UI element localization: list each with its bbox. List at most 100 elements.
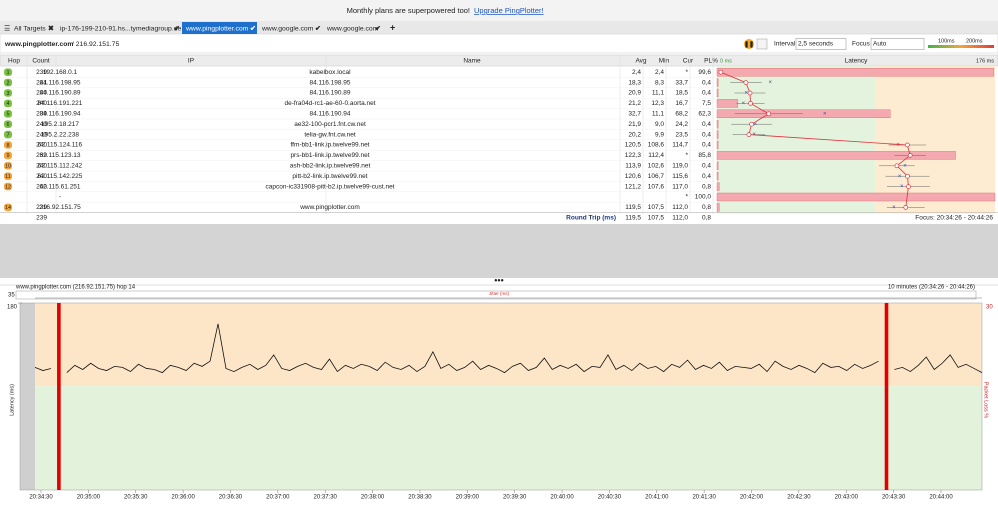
latency-current: × — [742, 101, 746, 107]
upgrade-link[interactable]: Upgrade PingPlotter! — [474, 6, 544, 15]
hop-number: 12 — [5, 184, 11, 190]
packet-loss-bar — [716, 161, 719, 171]
tab-add[interactable]: + — [390, 22, 395, 32]
cell-cur: * — [685, 152, 688, 159]
tab-check[interactable]: ✔ — [250, 25, 256, 32]
packet-loss-marker — [57, 303, 61, 490]
focus-select[interactable] — [870, 38, 925, 50]
cell-ip: 195.2.18.217 — [41, 121, 79, 128]
hop-badge — [4, 182, 12, 191]
tab-check[interactable]: ✔ — [174, 25, 180, 32]
cell-ip: 62.115.124.116 — [38, 142, 83, 149]
latency-current: × — [900, 184, 904, 190]
cell-avg: 21,2 — [628, 100, 641, 107]
cell-cur: 33,7 — [675, 79, 688, 86]
cell-ip: 62.115.112.242 — [38, 163, 83, 170]
tab-label[interactable]: www.google.com — [326, 25, 379, 32]
cell-min: 8,3 — [655, 79, 664, 86]
splitter[interactable]: ••• — [494, 275, 503, 285]
x-tick-label: 20:41:00 — [645, 495, 669, 501]
cell-name: de-fra04d-rc1-ae-60-0.aorta.net — [284, 100, 375, 107]
packet-loss-bar — [716, 203, 720, 212]
hop-number: 14 — [5, 205, 11, 211]
tab-label[interactable]: www.google.com — [261, 25, 314, 32]
tab-label[interactable]: www.pingplotter.com — [185, 25, 249, 32]
tab-label[interactable]: ip-176-199-210-91.hs...tymediagroup.de — [60, 25, 182, 32]
cell-count: 239 — [36, 111, 47, 118]
cell-avg: 18,3 — [628, 79, 641, 86]
x-tick-label: 20:36:00 — [171, 495, 195, 501]
column-header: Min — [659, 58, 670, 65]
cell-min: 11,1 — [652, 111, 665, 118]
cell-cur: 68,2 — [675, 111, 688, 118]
tab-label[interactable]: All Targets — [14, 25, 46, 32]
tab-check[interactable]: ✔ — [375, 25, 381, 32]
latency-legend-label: 100ms — [938, 38, 955, 44]
cell-ip: 216.92.151.75 — [39, 204, 81, 211]
tab-active[interactable] — [182, 22, 257, 34]
cell-ip: 195.2.22.238 — [41, 131, 79, 138]
column-header: Avg — [635, 58, 646, 65]
zone-good — [35, 386, 982, 490]
hop-badge — [4, 172, 12, 180]
hop-number: 1 — [6, 70, 9, 76]
footer-count: 239 — [36, 214, 47, 221]
cell-cur: * — [685, 194, 688, 201]
x-tick-label: 20:38:30 — [408, 495, 432, 501]
cell-avg: 113,9 — [625, 163, 641, 170]
latency-current: × — [768, 80, 772, 86]
latency-line — [66, 323, 879, 374]
cell-count: 240 — [36, 163, 47, 170]
x-tick-label: 20:40:30 — [598, 495, 622, 501]
cell-avg: 120,5 — [625, 142, 642, 149]
cell-min: 107,6 — [648, 183, 665, 190]
cell-min: 12,3 — [651, 100, 664, 107]
interval-select[interactable] — [795, 38, 847, 50]
footer-focus: Focus: 20:34:26 - 20:44:26 — [915, 214, 993, 221]
cell-avg: 121,2 — [625, 183, 642, 190]
cell-pl: 0,4 — [702, 79, 711, 86]
hop-number: 11 — [5, 174, 11, 180]
latency-avg-point — [743, 80, 749, 85]
packet-loss-bar — [716, 67, 995, 77]
cell-name: 84.116.190.89 — [309, 90, 350, 97]
cell-ip: 84.116.190.94 — [39, 111, 80, 118]
target-name: www.pingplotter.com — [4, 41, 73, 48]
chart-title: www.pingplotter.com (216.92.151.75) hop … — [15, 285, 136, 291]
hop-badge — [4, 110, 12, 118]
cell-avg: 20,9 — [628, 90, 641, 97]
cell-min: 107,5 — [648, 204, 665, 211]
hop-badge — [4, 68, 12, 76]
packet-loss-bar — [716, 171, 719, 181]
cell-ip: 62.115.61.251 — [39, 183, 80, 190]
cell-name: prs-bb1-link.ip.twelve99.net — [290, 152, 369, 159]
latency-current: × — [896, 143, 900, 149]
cell-count: 240 — [36, 142, 47, 149]
pause-button[interactable] — [744, 39, 754, 49]
scale-max: 176 ms — [976, 58, 994, 64]
cell-count: 239 — [36, 204, 47, 211]
cell-name: ae32-100-pcr1.fnt.cw.net — [294, 121, 366, 128]
cell-min: 2,4 — [655, 69, 664, 76]
cell-pl: 0,4 — [702, 163, 711, 170]
x-tick-label: 20:35:30 — [124, 495, 148, 501]
latency-avg-point — [766, 111, 772, 117]
x-tick-label: 20:42:30 — [787, 495, 811, 501]
latency-legend-label: 200ms — [966, 38, 983, 44]
table-header — [0, 54, 998, 67]
packet-loss-marker — [884, 303, 889, 490]
pause-dropdown[interactable] — [756, 38, 768, 50]
x-tick-label: 20:37:00 — [266, 495, 290, 501]
tab-close[interactable]: ✖ — [48, 24, 54, 32]
cell-pl: 0,8 — [702, 183, 711, 190]
cell-min: 112,4 — [648, 152, 664, 159]
hop-number: 3 — [6, 91, 9, 97]
cell-cur: 112,0 — [672, 204, 688, 211]
packet-loss-bar — [716, 109, 891, 119]
latency-avg-point — [747, 90, 753, 96]
x-tick-label: 20:43:30 — [882, 495, 906, 501]
x-tick-label: 20:40:00 — [550, 495, 574, 501]
cell-count: 240 — [36, 173, 47, 180]
tab-check[interactable]: ✔ — [315, 25, 321, 32]
cell-avg: 120,6 — [625, 173, 642, 180]
